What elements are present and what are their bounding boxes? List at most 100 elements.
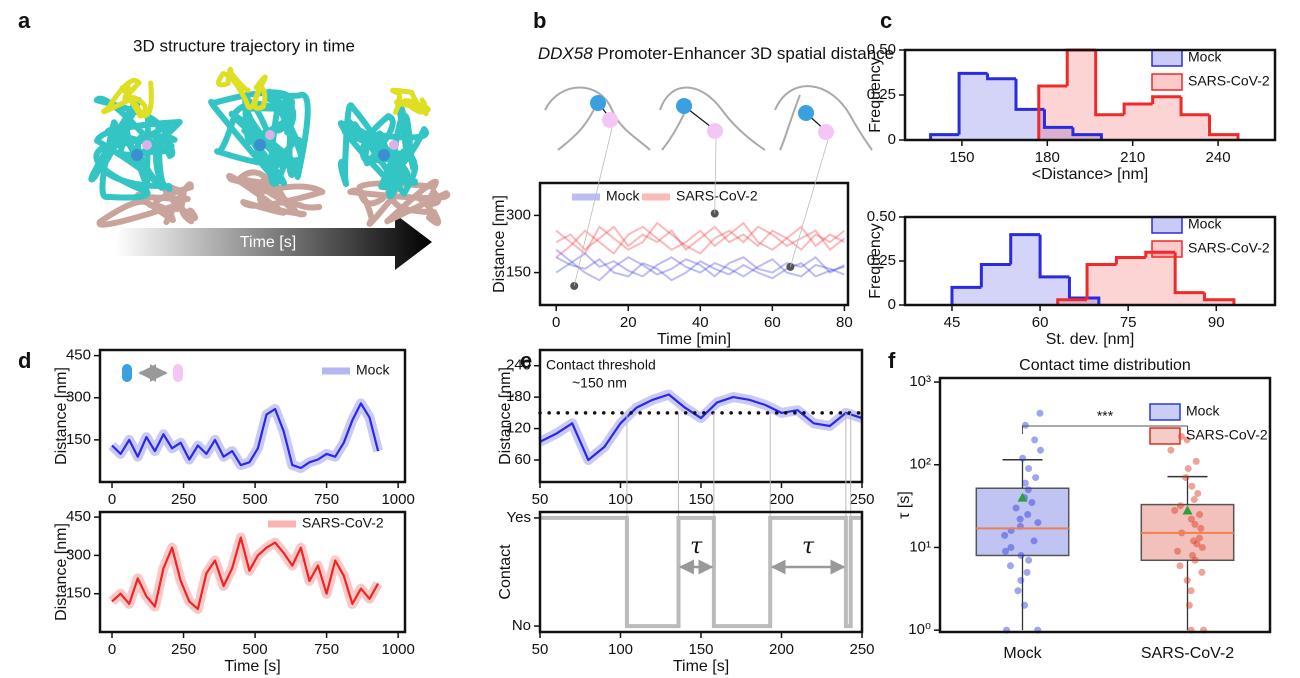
x-tick-label: 0 [108, 491, 116, 508]
y-axis-label: Frequency [867, 57, 884, 133]
y-tick-label: 300 [506, 206, 531, 223]
data-point [1019, 454, 1027, 462]
histogram-bar [1204, 299, 1234, 305]
chart-title: DDX58 Promoter-Enhancer 3D spatial dista… [538, 44, 894, 63]
bead-render [142, 140, 152, 150]
x-tick-label: 150 [688, 641, 713, 658]
y-tick-label: 0.50 [867, 41, 896, 58]
data-point [1176, 562, 1184, 570]
data-point [1002, 547, 1010, 555]
x-tick-label: 250 [171, 491, 196, 508]
data-point [1017, 551, 1025, 559]
data-point [1167, 446, 1175, 454]
data-point [1036, 446, 1044, 454]
mean-marker [1017, 492, 1028, 502]
histogram-bar [930, 134, 960, 140]
legend-label: SARS-CoV-2 [676, 188, 758, 204]
data-point [1001, 531, 1009, 539]
time-arrow [115, 214, 432, 270]
bead-render [254, 139, 266, 151]
y-axis-label: Contact [497, 544, 514, 600]
chart-title: Contact time distribution [1019, 357, 1191, 374]
plot-frame [938, 376, 1272, 634]
legend-label: Mock [606, 188, 640, 204]
data-point [1174, 547, 1182, 555]
data-point [1182, 474, 1190, 482]
significance-label: *** [1097, 408, 1114, 424]
data-point [1191, 556, 1199, 564]
x-tick-label: 500 [243, 641, 268, 658]
data-point [1034, 519, 1042, 527]
histogram-bar [1152, 96, 1182, 140]
chromatin-curve [557, 104, 597, 151]
distance-icon [122, 364, 183, 382]
y-tick-label: 0.25 [867, 86, 896, 103]
data-point [1021, 421, 1029, 429]
cartoons [544, 85, 873, 151]
y-axis-label: τ [s] [896, 491, 913, 519]
x-tick-label: 90 [1208, 314, 1225, 331]
data-point [1189, 551, 1197, 559]
threshold-annotation: Contact threshold [546, 357, 656, 373]
legend-label: Mock [1188, 49, 1222, 65]
y-tick-label: 0 [888, 296, 896, 313]
panel-a-title: 3D structure trajectory in time [133, 36, 355, 55]
x-tick-label: 50 [532, 641, 549, 658]
x-axis-label: St. dev. [nm] [1046, 331, 1135, 348]
plot-frame [98, 348, 407, 484]
x-tick-label: 180 [1035, 149, 1060, 166]
legend-label: SARS-CoV-2 [1186, 427, 1268, 443]
structure-render [390, 87, 431, 117]
histogram-outline [979, 263, 1011, 288]
y-axis-label: Distance [nm] [497, 367, 514, 465]
histogram-outline [1014, 78, 1045, 111]
histogram-outline [1122, 102, 1153, 115]
structure-render [215, 66, 268, 111]
data-point [1190, 496, 1198, 504]
contact-step [540, 515, 862, 629]
y-tick-label: 10³ [909, 373, 931, 390]
histogram-bar [1209, 134, 1238, 140]
structure-render [88, 95, 183, 201]
trajectory-band [108, 532, 383, 614]
y-tick-label: 10² [909, 456, 931, 473]
legend-label: SARS-CoV-2 [302, 515, 384, 531]
legend-label: Mock [356, 362, 390, 378]
y-tick-label: No [512, 617, 531, 634]
plot-frame [538, 348, 864, 484]
trajectory [555, 256, 845, 282]
y-axis-label: Frequency [867, 223, 884, 299]
trajectory [111, 536, 380, 611]
histogram-outline [1085, 263, 1117, 300]
cartoon-connector [789, 139, 829, 267]
y-tick-label: 0.50 [867, 208, 896, 225]
x-tick-label: 60 [764, 314, 781, 331]
data-point [1195, 534, 1203, 542]
y-axis-label: Distance [nm] [491, 195, 508, 293]
promoter-bead [798, 105, 814, 121]
legend-label: SARS-CoV-2 [1188, 73, 1270, 89]
x-tick-label: 40 [692, 314, 709, 331]
y-axis-label: Distance [nm] [53, 367, 70, 465]
y-tick-label: 240 [506, 357, 531, 374]
x-axis-label: <Distance> [nm] [1032, 166, 1149, 183]
trajectory [555, 252, 845, 278]
data-point [1007, 543, 1015, 551]
data-point [1197, 524, 1205, 532]
histogram-outline [1173, 252, 1205, 295]
y-tick-label: 60 [514, 451, 531, 468]
promoter-icon [122, 364, 132, 382]
x-tick-label: 250 [849, 491, 874, 508]
interval-label: τ [690, 534, 703, 559]
histogram-outline [1009, 233, 1041, 265]
data-point [1187, 515, 1195, 523]
histogram-bar [981, 264, 1011, 305]
histogram-bar [1175, 292, 1205, 305]
data-point [1025, 465, 1033, 473]
threshold-annotation: ~150 nm [572, 375, 627, 391]
histogram-outline [1067, 276, 1101, 305]
histogram-outline [1037, 84, 1068, 140]
x-axis-label: Time [min] [657, 331, 731, 348]
x-tick-label: 80 [836, 314, 853, 331]
bead-render [131, 149, 143, 161]
